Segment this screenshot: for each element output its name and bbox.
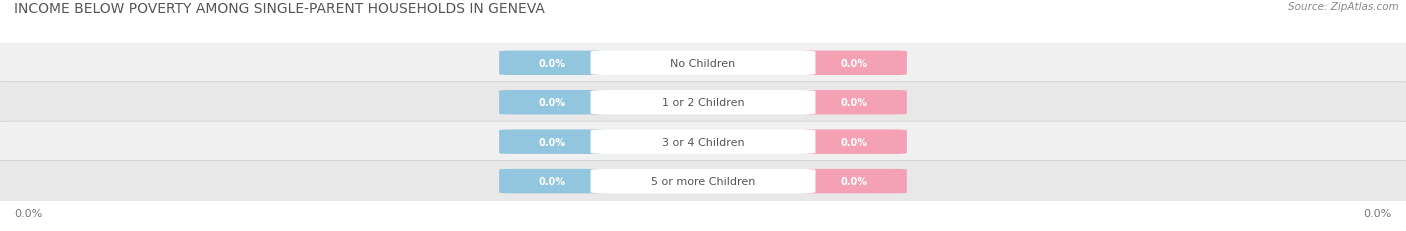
Text: No Children: No Children [671,58,735,69]
Text: 1 or 2 Children: 1 or 2 Children [662,98,744,108]
Text: 0.0%: 0.0% [14,208,42,218]
FancyBboxPatch shape [801,91,907,115]
FancyBboxPatch shape [499,130,605,154]
Text: 0.0%: 0.0% [538,176,565,186]
FancyBboxPatch shape [591,130,815,154]
FancyBboxPatch shape [0,122,1406,162]
FancyBboxPatch shape [801,51,907,76]
Text: 0.0%: 0.0% [841,176,868,186]
FancyBboxPatch shape [591,51,815,76]
FancyBboxPatch shape [0,43,1406,84]
FancyBboxPatch shape [591,169,815,194]
Text: 5 or more Children: 5 or more Children [651,176,755,186]
FancyBboxPatch shape [499,51,605,76]
FancyBboxPatch shape [499,169,605,194]
Text: 0.0%: 0.0% [538,58,565,69]
FancyBboxPatch shape [0,161,1406,202]
Text: 0.0%: 0.0% [1364,208,1392,218]
FancyBboxPatch shape [801,169,907,194]
Text: 3 or 4 Children: 3 or 4 Children [662,137,744,147]
Text: Source: ZipAtlas.com: Source: ZipAtlas.com [1288,2,1399,12]
Text: 0.0%: 0.0% [841,137,868,147]
FancyBboxPatch shape [0,82,1406,123]
FancyBboxPatch shape [499,91,605,115]
FancyBboxPatch shape [591,91,815,115]
Text: INCOME BELOW POVERTY AMONG SINGLE-PARENT HOUSEHOLDS IN GENEVA: INCOME BELOW POVERTY AMONG SINGLE-PARENT… [14,2,546,16]
Text: 0.0%: 0.0% [841,98,868,108]
Text: 0.0%: 0.0% [538,137,565,147]
Text: 0.0%: 0.0% [841,58,868,69]
Text: 0.0%: 0.0% [538,98,565,108]
FancyBboxPatch shape [801,130,907,154]
